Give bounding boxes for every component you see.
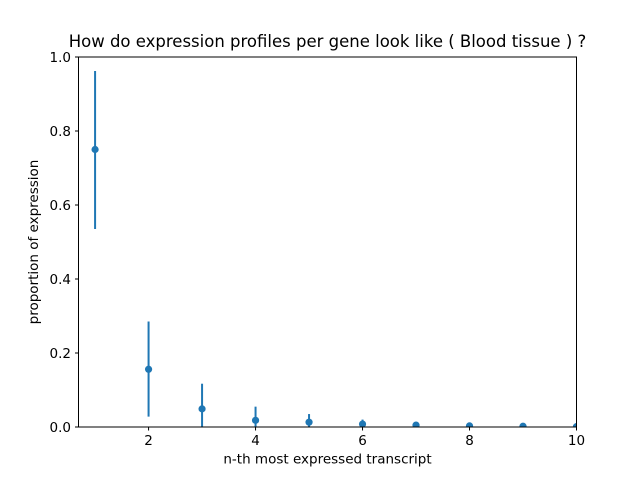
data-point (358, 420, 367, 427)
y-tick-label: 0.2 (50, 346, 71, 362)
data-point (412, 421, 420, 427)
axes: 2 4 6 8 10 0.0 0.2 0.4 0.6 0.8 1.0 (50, 50, 586, 449)
x-tick-label: 2 (144, 433, 153, 449)
x-tick-label: 4 (251, 433, 260, 449)
x-tick-label: 6 (358, 433, 367, 449)
data-point (305, 418, 313, 426)
plot-border (78, 56, 577, 428)
chart-title: How do expression profiles per gene look… (69, 32, 587, 51)
y-tick-label: 0.8 (50, 124, 71, 140)
y-tick-label: 1.0 (50, 50, 71, 66)
data-point (572, 423, 577, 427)
y-tick-label: 0.0 (50, 420, 71, 436)
y-tick-label: 0.4 (50, 272, 71, 288)
data-point (198, 405, 206, 413)
y-tick-label: 0.6 (50, 198, 71, 214)
data-point (465, 422, 474, 427)
data-point (144, 365, 153, 373)
x-tick-label: 8 (465, 433, 474, 449)
x-axis-label: n-th most expressed transcript (223, 452, 431, 468)
y-axis-label: proportion of expression (26, 160, 42, 325)
x-tick-label: 10 (568, 433, 585, 449)
data-point (519, 422, 527, 427)
data-series (91, 71, 577, 427)
data-point (251, 416, 260, 424)
data-point (91, 145, 99, 154)
